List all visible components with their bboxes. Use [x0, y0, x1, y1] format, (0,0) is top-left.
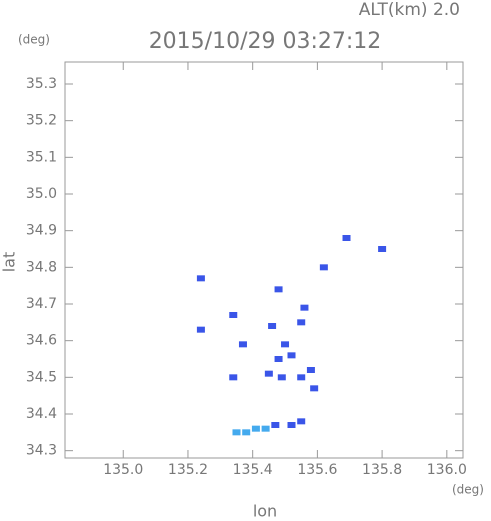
echo-cell: [281, 341, 290, 348]
y-tick-label: 34.4: [26, 406, 57, 422]
x-tick-label: 135.4: [233, 462, 273, 478]
echo-cell: [297, 319, 306, 326]
x-tick-label: 135.6: [297, 462, 337, 478]
echo-cell: [232, 429, 241, 436]
echo-cell: [274, 286, 283, 293]
y-tick-label: 34.8: [26, 259, 57, 275]
y-tick-label: 34.9: [26, 223, 57, 239]
echo-cell: [310, 385, 319, 392]
echo-cell: [238, 341, 247, 348]
x-tick-label: 135.0: [103, 462, 143, 478]
y-tick-label: 35.2: [26, 113, 57, 129]
echo-cell: [297, 418, 306, 425]
echo-cell: [297, 374, 306, 381]
echo-cell: [196, 326, 205, 333]
echo-cell: [306, 367, 315, 373]
altitude-label: ALT(km) 2.0: [359, 0, 460, 20]
x-tick-label: 135.2: [168, 462, 208, 478]
echo-cell: [268, 323, 277, 329]
echo-cell: [242, 429, 251, 436]
echo-cell: [277, 374, 286, 381]
y-unit: (deg): [18, 33, 50, 47]
echo-cell: [261, 425, 270, 432]
y-tick-label: 34.5: [26, 369, 57, 385]
echo-cell: [287, 352, 296, 359]
echo-cell: [251, 425, 260, 432]
y-tick-label: 34.3: [26, 443, 57, 459]
y-axis-label: lat: [0, 252, 19, 273]
echo-cell: [264, 370, 273, 377]
plot-frame: [64, 61, 464, 459]
x-tick-label: 135.8: [362, 462, 402, 478]
x-unit: (deg): [452, 483, 484, 497]
y-tick-label: 35.3: [26, 76, 57, 92]
echo-cell: [342, 235, 351, 241]
echo-cell: [196, 275, 205, 282]
x-axis-label: lon: [253, 502, 277, 521]
echo-cell: [300, 304, 309, 311]
chart-title: 2015/10/29 03:27:12: [149, 29, 382, 54]
echo-cell: [378, 246, 387, 252]
y-tick-label: 35.0: [26, 186, 57, 202]
echo-cell: [229, 312, 238, 318]
y-tick-label: 34.7: [26, 296, 57, 312]
y-tick-label: 34.6: [26, 333, 57, 349]
echo-cell: [229, 374, 238, 381]
y-tick-label: 35.1: [26, 149, 57, 165]
echo-cell: [287, 422, 296, 428]
x-tick-label: 136.0: [427, 462, 467, 478]
echo-cell: [271, 422, 280, 428]
echo-cell: [319, 264, 328, 271]
echo-cell: [274, 356, 283, 362]
